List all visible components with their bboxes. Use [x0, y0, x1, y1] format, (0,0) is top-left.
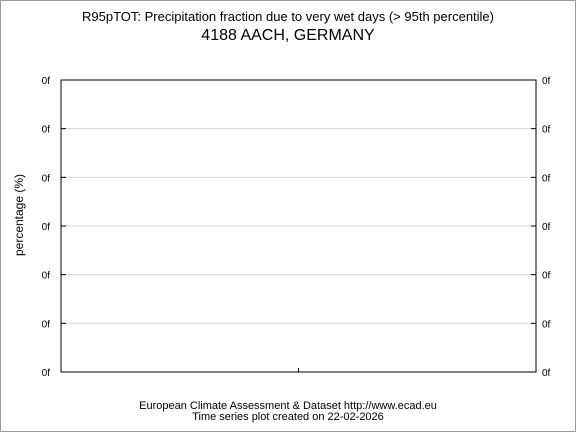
y-tick-label-left: 0f: [42, 76, 51, 87]
footer-source: European Climate Assessment & Dataset ht…: [139, 400, 437, 412]
y-tick-label-right: 0f: [542, 125, 551, 136]
y-tick-label-left: 0f: [42, 319, 51, 330]
chart-subtitle: 4188 AACH, GERMANY: [201, 27, 375, 44]
footer-created: Time series plot created on 22-02-2026: [192, 411, 384, 423]
y-tick-label-right: 0f: [542, 76, 551, 87]
gridlines: [61, 128, 536, 324]
y-tick-label-left: 0f: [42, 173, 51, 184]
y-tick-label-right: 0f: [542, 222, 551, 233]
y-tick-label-right: 0f: [542, 368, 551, 379]
y-tick-labels-left: 0f 0f 0f 0f 0f 0f 0f: [42, 76, 51, 379]
axis-ticks: [61, 79, 536, 373]
y-tick-label-right: 0f: [542, 173, 551, 184]
y-tick-label-right: 0f: [542, 271, 551, 282]
y-tick-label-left: 0f: [42, 125, 51, 136]
y-tick-label-right: 0f: [542, 319, 551, 330]
y-tick-label-left: 0f: [42, 271, 51, 282]
y-tick-label-left: 0f: [42, 222, 51, 233]
y-tick-labels-right: 0f 0f 0f 0f 0f 0f 0f: [542, 76, 551, 379]
chart-title: R95pTOT: Precipitation fraction due to v…: [82, 9, 494, 24]
y-tick-label-left: 0f: [42, 368, 51, 379]
